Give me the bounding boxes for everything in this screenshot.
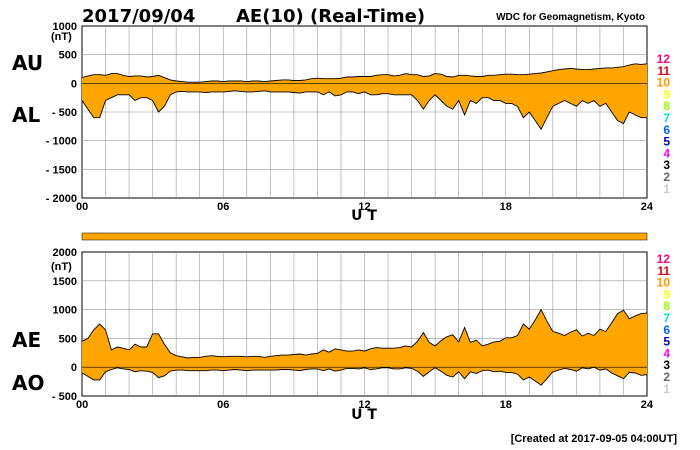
au-al-area <box>81 63 648 131</box>
station-legend-item: 2 <box>663 370 670 384</box>
au-al-y-ticks: 1000 500 0 - 500 - 1000 - 1500 - 2000 <box>46 21 77 205</box>
y-tick-label: - 500 <box>52 391 77 403</box>
station-legend-item: 12 <box>657 52 671 66</box>
station-legend-item: 5 <box>663 335 670 349</box>
ae-ao-x-ticks: 00 06 12 18 24 <box>76 399 654 411</box>
figure-source: WDC for Geomagnetism, Kyoto <box>496 12 645 23</box>
x-tick-label: 18 <box>500 201 512 213</box>
au-al-x-label: U T <box>351 208 377 224</box>
station-legend-item: 2 <box>663 170 670 184</box>
ae-ao-area <box>81 308 648 386</box>
ae-ao-x-label: U T <box>351 407 377 423</box>
ao-label: AO <box>12 371 44 395</box>
series-line-al <box>81 90 647 131</box>
ae-ao-y-unit: (nT) <box>51 261 72 273</box>
station-legend-item: 3 <box>663 358 670 372</box>
y-tick-label: - 500 <box>52 107 77 119</box>
y-tick-label: 1000 <box>53 21 77 33</box>
x-tick-label: 24 <box>641 201 654 213</box>
au-al-panel: 1000 500 0 - 500 - 1000 - 1500 - 2000 00 06 12 18… <box>12 21 654 224</box>
y-tick-label: 500 <box>59 50 77 62</box>
created-timestamp: [Created at 2017-09-05 04:00UT] <box>511 433 678 445</box>
y-tick-label: - 1500 <box>46 164 77 176</box>
station-legend-item: 1 <box>663 382 670 396</box>
ae-ao-grid <box>81 251 648 397</box>
station-legend-item: 10 <box>657 276 671 290</box>
y-tick-label: 500 <box>59 333 77 345</box>
au-label: AU <box>12 51 43 75</box>
y-tick-label: 0 <box>71 78 77 90</box>
x-tick-label: 00 <box>76 399 88 411</box>
x-tick-label: 18 <box>500 399 512 411</box>
au-al-grid <box>81 25 648 199</box>
au-al-x-ticks: 00 06 12 18 24 <box>76 201 654 213</box>
station-legend-item: 4 <box>663 346 670 360</box>
y-tick-label: 2000 <box>53 247 77 259</box>
x-tick-label: 06 <box>217 201 229 213</box>
station-legend-item: 4 <box>663 146 670 160</box>
figure-title: AE(10) (Real-Time) <box>236 6 425 27</box>
y-tick-label: 1500 <box>53 276 77 288</box>
x-tick-label: 00 <box>76 201 88 213</box>
ae-label: AE <box>12 328 41 352</box>
station-legend-item: 10 <box>657 76 671 90</box>
au-al-y-unit: (nT) <box>51 31 72 43</box>
ae-ao-panel: 2000 1500 1000 500 0 - 500 00 06 12 18 24 (nT) U … <box>12 247 654 423</box>
y-tick-label: - 1000 <box>46 136 77 148</box>
station-legend-item: 9 <box>663 287 670 301</box>
y-tick-label: - 2000 <box>46 193 77 205</box>
station-legend-item: 3 <box>663 158 670 172</box>
series-band-fill <box>82 309 647 386</box>
station-legend-item: 8 <box>663 99 670 113</box>
x-tick-label: 24 <box>641 399 654 411</box>
station-legend-item: 7 <box>663 111 670 125</box>
figure-date: 2017/09/04 <box>82 6 195 27</box>
ae-ao-y-ticks: 2000 1500 1000 500 0 - 500 <box>52 247 77 403</box>
station-legend-item: 8 <box>663 299 670 313</box>
station-legend-item: 1 <box>663 182 670 196</box>
series-line-au <box>81 63 648 83</box>
series-line-ao <box>81 366 648 386</box>
x-tick-label: 06 <box>217 399 229 411</box>
series-line-ae <box>81 308 648 359</box>
station-legend-item: 11 <box>657 64 670 78</box>
station-legend-item: 5 <box>663 135 670 149</box>
al-label: AL <box>12 103 40 127</box>
x-tick-label: 12 <box>358 399 370 411</box>
station-legend-item: 7 <box>663 311 670 325</box>
station-legend-item: 11 <box>657 264 670 278</box>
station-legend-item: 9 <box>663 87 670 101</box>
y-tick-label: 0 <box>71 362 77 374</box>
x-tick-label: 12 <box>358 201 370 213</box>
station-legend-item: 6 <box>663 323 670 337</box>
series-band-fill <box>82 63 647 130</box>
station-legend-item: 6 <box>663 123 670 137</box>
data-coverage-band <box>81 232 648 241</box>
y-tick-label: 1000 <box>53 305 77 317</box>
station-legend-item: 12 <box>657 252 671 266</box>
